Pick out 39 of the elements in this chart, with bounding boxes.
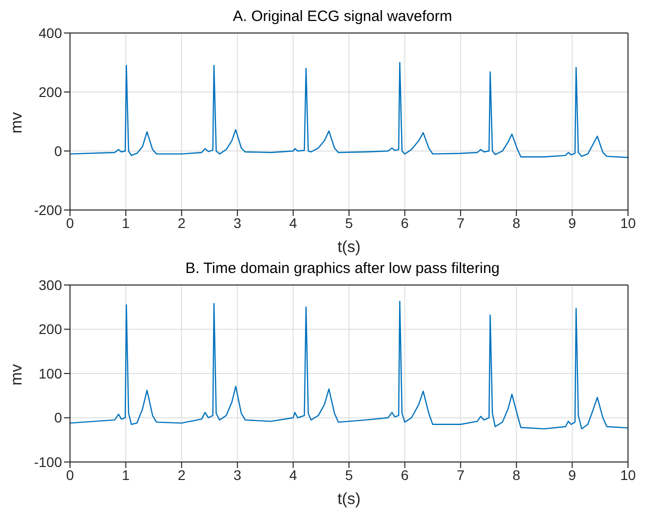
x-tick-label: 8 bbox=[512, 214, 520, 231]
y-tick-label: 100 bbox=[38, 365, 62, 382]
y-tick-label: 400 bbox=[38, 24, 62, 41]
line-series bbox=[70, 62, 628, 158]
x-tick-label: 1 bbox=[122, 214, 130, 231]
x-axis-title: t(s) bbox=[337, 491, 361, 508]
x-tick-label: 9 bbox=[568, 214, 576, 231]
x-tick-label: 3 bbox=[234, 214, 242, 231]
x-tick-label: 3 bbox=[234, 466, 242, 483]
x-tick-label: 9 bbox=[568, 466, 576, 483]
x-tick-label: 5 bbox=[345, 214, 354, 231]
x-tick-label: 10 bbox=[620, 466, 636, 483]
x-tick-label: 2 bbox=[178, 214, 186, 231]
x-tick-label: 0 bbox=[66, 466, 74, 483]
x-tick-label: 7 bbox=[456, 214, 465, 231]
x-tick-label: 4 bbox=[289, 214, 298, 231]
y-tick-label: 200 bbox=[38, 321, 62, 338]
x-tick-label: 8 bbox=[512, 466, 520, 483]
y-tick-label: 0 bbox=[54, 142, 62, 159]
x-tick-label: 5 bbox=[345, 466, 354, 483]
line-series bbox=[70, 300, 628, 430]
y-tick-label: 300 bbox=[38, 276, 62, 293]
x-tick-label: 2 bbox=[178, 466, 186, 483]
y-axis-title: mv bbox=[8, 112, 26, 134]
y-tick-label: -200 bbox=[34, 202, 62, 218]
y-tick-label: -100 bbox=[34, 454, 62, 470]
x-axis-title: t(s) bbox=[337, 239, 361, 256]
chart-title: A. Original ECG signal waveform bbox=[232, 8, 452, 25]
y-tick-label: 200 bbox=[38, 84, 62, 100]
chart-title: B. Time domain graphics after low pass filtering bbox=[185, 260, 500, 277]
x-tick-label: 6 bbox=[400, 466, 409, 483]
x-tick-label: 0 bbox=[66, 214, 74, 231]
y-axis-title: mv bbox=[8, 364, 26, 386]
x-tick-label: 6 bbox=[400, 214, 409, 231]
y-tick-label: 0 bbox=[54, 410, 62, 426]
x-tick-label: 10 bbox=[620, 214, 636, 231]
x-tick-label: 4 bbox=[289, 466, 298, 483]
x-tick-label: 1 bbox=[122, 466, 130, 483]
x-tick-label: 7 bbox=[456, 466, 465, 483]
